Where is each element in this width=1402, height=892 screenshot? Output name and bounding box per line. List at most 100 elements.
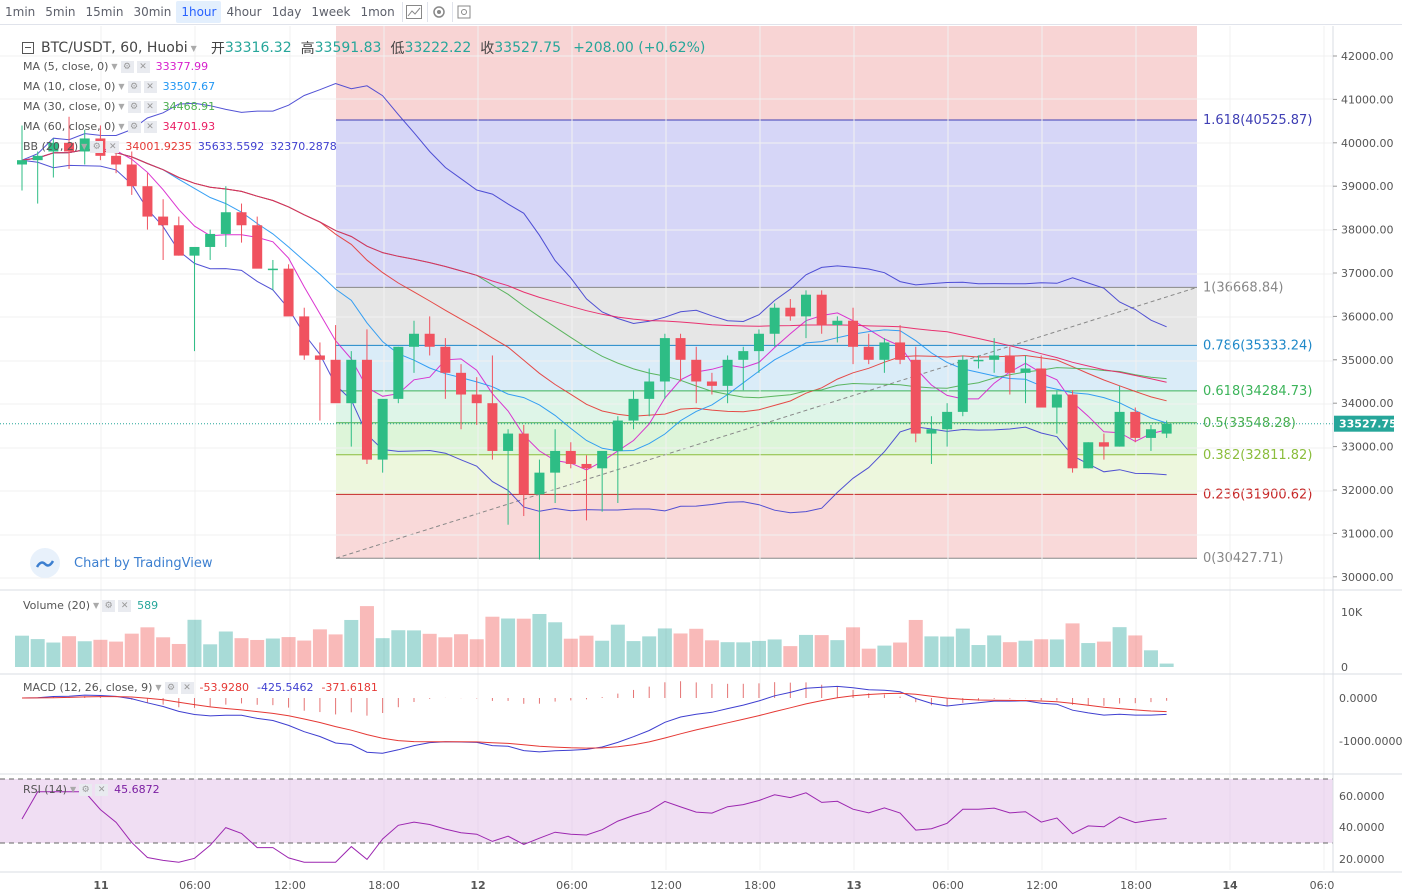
chevron-down-icon[interactable]: ▼ bbox=[118, 122, 125, 131]
volume-bar-55 bbox=[877, 645, 892, 667]
high-label: 高 bbox=[300, 41, 315, 57]
tradingview-watermark[interactable]: Chart by TradingView bbox=[30, 548, 212, 578]
tf-1min[interactable]: 1min bbox=[5, 5, 36, 19]
close-icon[interactable]: ✕ bbox=[106, 140, 120, 153]
volume-bar-9 bbox=[156, 637, 171, 667]
candle-body-13 bbox=[220, 212, 231, 234]
close-icon[interactable]: ✕ bbox=[180, 681, 194, 694]
gear-icon[interactable]: ⚙ bbox=[127, 120, 141, 133]
candle-body-47 bbox=[753, 333, 764, 352]
legend-ma10[interactable]: MA (10, close, 0) ▼ ⚙ ✕ 33507.67 bbox=[23, 80, 215, 93]
ma30-label: MA (30, close, 0) bbox=[23, 100, 116, 113]
gear-icon[interactable]: ⚙ bbox=[120, 60, 134, 73]
candle-body-49 bbox=[785, 307, 796, 317]
volume-bar-32 bbox=[516, 618, 531, 667]
gear-icon[interactable]: ⚙ bbox=[102, 599, 116, 612]
volume-bar-29 bbox=[469, 639, 484, 667]
gear-icon[interactable]: ⚙ bbox=[90, 140, 104, 153]
legend-volume[interactable]: Volume (20) ▼ ⚙ ✕ 589 bbox=[23, 599, 158, 612]
candle-body-28 bbox=[456, 372, 467, 395]
close-icon[interactable]: ✕ bbox=[136, 60, 150, 73]
tf-1week[interactable]: 1week bbox=[311, 5, 351, 19]
price-tick-1: 41000.00 bbox=[1341, 93, 1394, 106]
volume-bar-44 bbox=[704, 640, 719, 667]
candle-body-51 bbox=[816, 294, 827, 326]
time-label-3: 18:00 bbox=[368, 879, 400, 892]
tf-5min[interactable]: 5min bbox=[45, 5, 76, 19]
time-label-11: 18:00 bbox=[1120, 879, 1152, 892]
candle-body-12 bbox=[205, 233, 216, 247]
price-chart[interactable]: 1.618(40525.87) 1(36668.84) 0.786(35333.24… bbox=[0, 24, 1402, 892]
price-tick-5: 37000.00 bbox=[1341, 267, 1394, 280]
candle-body-37 bbox=[597, 450, 608, 469]
fib-fill-0 bbox=[336, 119, 1197, 288]
legend-rsi[interactable]: RSI (14) ▼ ⚙ ✕ 45.6872 bbox=[23, 783, 160, 796]
candle-body-67 bbox=[1067, 394, 1078, 469]
gear-icon[interactable]: ⚙ bbox=[127, 100, 141, 113]
price-tick-7: 35000.00 bbox=[1341, 354, 1394, 367]
tf-15min[interactable]: 15min bbox=[85, 5, 124, 19]
close-icon[interactable]: ✕ bbox=[143, 80, 157, 93]
price-tick-0: 42000.00 bbox=[1341, 50, 1394, 63]
gear-icon[interactable]: ⚙ bbox=[164, 681, 178, 694]
price-tick-6: 36000.00 bbox=[1341, 310, 1394, 323]
ma10-line bbox=[21, 149, 1167, 452]
close-icon[interactable]: ✕ bbox=[143, 120, 157, 133]
settings-button[interactable] bbox=[426, 2, 450, 22]
legend-ma60[interactable]: MA (60, close, 0) ▼ ⚙ ✕ 34701.93 bbox=[23, 120, 215, 133]
macd-hist-value: -53.9280 bbox=[199, 681, 249, 694]
legend-ma30[interactable]: MA (30, close, 0) ▼ ⚙ ✕ 34468.91 bbox=[23, 100, 215, 113]
close-icon[interactable]: ✕ bbox=[95, 783, 109, 796]
price-tick-9: 33000.00 bbox=[1341, 441, 1394, 454]
legend-bb[interactable]: BB (20, 2) ▼ ⚙ ✕ 34001.9235 35633.5592 323… bbox=[23, 140, 337, 153]
candle-body-11 bbox=[189, 246, 200, 256]
ma30-value: 34468.91 bbox=[162, 100, 216, 113]
tf-4hour[interactable]: 4hour bbox=[226, 5, 262, 19]
high-value: 33591.83 bbox=[314, 40, 382, 56]
volume-value: 589 bbox=[137, 599, 159, 612]
time-label-10: 12:00 bbox=[1026, 879, 1058, 892]
candle-body-35 bbox=[565, 450, 576, 464]
legend-macd[interactable]: MACD (12, 26, close, 9) ▼ ⚙ ✕ -53.9280 -42… bbox=[23, 681, 378, 694]
fib-label-7: 0(30427.71) bbox=[1203, 551, 1283, 566]
chevron-down-icon[interactable]: ▼ bbox=[69, 785, 77, 794]
price-tick-10: 32000.00 bbox=[1341, 484, 1394, 497]
fib-fill-4 bbox=[336, 422, 1197, 455]
chevron-down-icon[interactable]: ▼ bbox=[118, 82, 125, 91]
chevron-down-icon[interactable]: ▼ bbox=[155, 683, 162, 692]
gear-icon[interactable]: ⚙ bbox=[127, 80, 141, 93]
symbol-dropdown-icon[interactable]: ▼ bbox=[190, 43, 197, 53]
bb-label: BB (20, 2) bbox=[23, 140, 79, 153]
ma10-value: 33507.67 bbox=[162, 80, 216, 93]
tf-1mon[interactable]: 1mon bbox=[360, 5, 395, 19]
close-icon[interactable]: ✕ bbox=[143, 100, 157, 113]
tf-30min[interactable]: 30min bbox=[133, 5, 172, 19]
candle-body-19 bbox=[314, 355, 325, 360]
volume-bar-13 bbox=[218, 631, 233, 667]
chevron-down-icon[interactable]: ▼ bbox=[118, 102, 125, 111]
chevron-down-icon[interactable]: ▼ bbox=[111, 62, 118, 71]
tf-1day[interactable]: 1day bbox=[271, 5, 302, 19]
screenshot-button[interactable] bbox=[451, 2, 475, 22]
symbol-title[interactable]: BTC/USDT, 60, Huobi bbox=[41, 40, 188, 56]
tf-1hour[interactable]: 1hour bbox=[176, 1, 222, 23]
candle-body-52 bbox=[832, 320, 843, 326]
volume-bar-51 bbox=[814, 635, 829, 667]
collapse-legend-icon[interactable] bbox=[22, 42, 34, 54]
macd-line-value: -425.5462 bbox=[256, 681, 314, 694]
volume-bar-7 bbox=[124, 633, 139, 667]
candle-body-24 bbox=[393, 346, 404, 399]
close-icon[interactable]: ✕ bbox=[118, 599, 132, 612]
candle-body-62 bbox=[989, 355, 1000, 360]
legend-ma5[interactable]: MA (5, close, 0) ▼ ⚙ ✕ 33377.99 bbox=[23, 60, 208, 73]
fib-fill-6 bbox=[336, 494, 1197, 559]
volume-bar-14 bbox=[234, 638, 249, 667]
candle-style-button[interactable] bbox=[401, 2, 425, 22]
chevron-down-icon[interactable]: ▼ bbox=[93, 601, 100, 610]
symbol-header: BTC/USDT, 60, Huobi ▼ 开 33316.32 高 33591… bbox=[22, 38, 705, 58]
volume-bar-58 bbox=[924, 636, 939, 667]
chevron-down-icon[interactable]: ▼ bbox=[81, 142, 88, 151]
macd-signal-line bbox=[21, 692, 1167, 749]
gear-icon[interactable]: ⚙ bbox=[79, 783, 93, 796]
candle-body-58 bbox=[926, 429, 937, 434]
